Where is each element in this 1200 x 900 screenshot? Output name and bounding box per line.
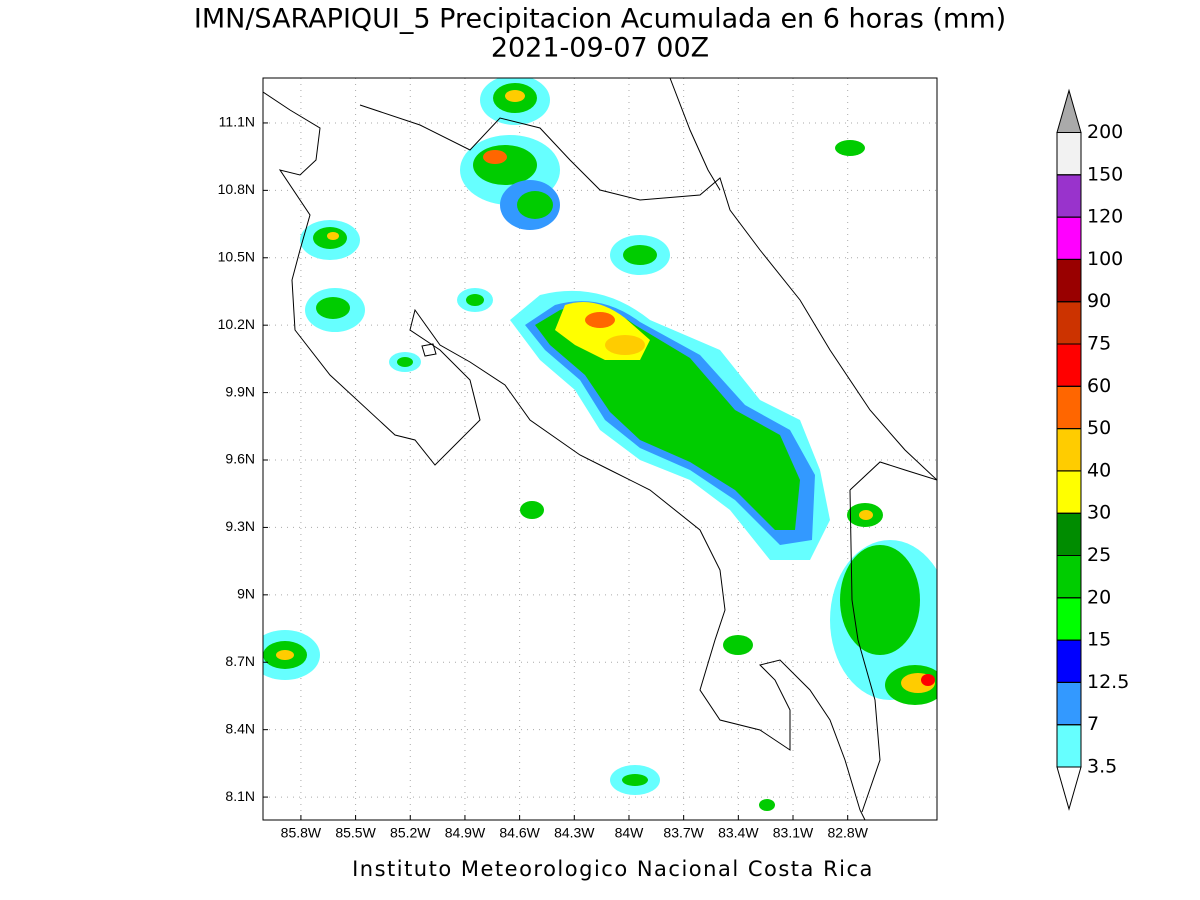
colorbar-label: 25: [1087, 544, 1111, 566]
colorbar-label: 90: [1087, 290, 1111, 312]
y-tick-label: 9.6N: [225, 451, 255, 467]
y-tick-label: 8.4N: [225, 720, 255, 736]
y-tick-label: 10.8N: [218, 181, 255, 197]
x-tick-label: 84.3W: [554, 825, 595, 841]
y-tick-label: 8.7N: [225, 653, 255, 669]
colorbar-label: 200: [1087, 121, 1123, 143]
colorbar-label: 60: [1087, 375, 1111, 397]
colorbar-box: [1056, 724, 1082, 768]
colorbar-label: 12.5: [1087, 671, 1129, 693]
colorbar-box: [1056, 428, 1082, 472]
axis-ticks: 85.8W 85.5W 85.2W 84.9W 84.6W 84.3W 84W 83.7W 83…: [218, 114, 869, 841]
colorbar-box: [1056, 216, 1082, 260]
subtitle: 2021-09-07 00Z: [491, 33, 709, 64]
colorbar-box: [1056, 343, 1082, 387]
colorbar-box: [1056, 512, 1082, 557]
colorbar-label: 120: [1087, 206, 1123, 228]
colorbar-box: [1056, 385, 1082, 430]
x-tick-label: 85.5W: [335, 825, 376, 841]
x-tick-label: 84.6W: [499, 825, 540, 841]
footer: Instituto Meteorologico Nacional Costa R…: [352, 857, 874, 881]
y-tick-label: 10.5N: [218, 248, 255, 264]
colorbar-box: [1056, 258, 1082, 303]
rain-cell: [510, 290, 830, 560]
x-tick-label: 83.7W: [663, 825, 704, 841]
y-tick-label: 9N: [237, 586, 255, 602]
colorbar-label: 20: [1087, 586, 1111, 608]
colorbar-box: [1056, 639, 1082, 683]
colorbar-box: [1056, 132, 1082, 176]
x-tick-label: 84W: [615, 825, 645, 841]
x-tick-label: 83.1W: [773, 825, 814, 841]
y-tick-label: 9.9N: [225, 383, 255, 399]
colorbar-box: [1056, 681, 1082, 726]
y-tick-label: 9.3N: [225, 518, 255, 534]
map-frame: [262, 77, 938, 821]
colorbar-label: 30: [1087, 502, 1111, 524]
colorbar-box: [1056, 174, 1082, 218]
title: IMN/SARAPIQUI_5 Precipitacion Acumulada …: [194, 4, 1006, 35]
x-tick-label: 85.8W: [281, 825, 322, 841]
y-tick-label: 8.1N: [225, 788, 255, 804]
precip-field: [263, 78, 937, 811]
rain-cell: [263, 78, 937, 811]
colorbar-label: 50: [1087, 417, 1111, 439]
colorbar-under: [1056, 766, 1082, 811]
colorbar: 3.5 7 12.5 15 20 25 30 40 50 60 75 90 100 120 150 200: [1056, 88, 1129, 811]
colorbar-over: [1056, 88, 1082, 133]
colorbar-box: [1056, 555, 1082, 599]
colorbar-label: 7: [1087, 713, 1099, 735]
colorbar-box: [1056, 597, 1082, 641]
x-tick-label: 85.2W: [390, 825, 431, 841]
colorbar-label: 40: [1087, 459, 1111, 481]
coastline: [263, 78, 937, 820]
colorbar-label: 100: [1087, 248, 1123, 270]
x-tick-label: 83.4W: [718, 825, 759, 841]
y-tick-label: 10.2N: [218, 316, 255, 332]
colorbar-box: [1056, 301, 1082, 345]
colorbar-box: [1056, 470, 1082, 514]
colorbar-label: 75: [1087, 333, 1111, 355]
y-tick-label: 11.1N: [219, 114, 255, 130]
x-tick-label: 84.9W: [445, 825, 486, 841]
colorbar-label: 3.5: [1087, 756, 1117, 778]
colorbar-label: 150: [1087, 163, 1123, 185]
x-tick-label: 82.8W: [827, 825, 868, 841]
colorbar-label: 15: [1087, 629, 1111, 651]
